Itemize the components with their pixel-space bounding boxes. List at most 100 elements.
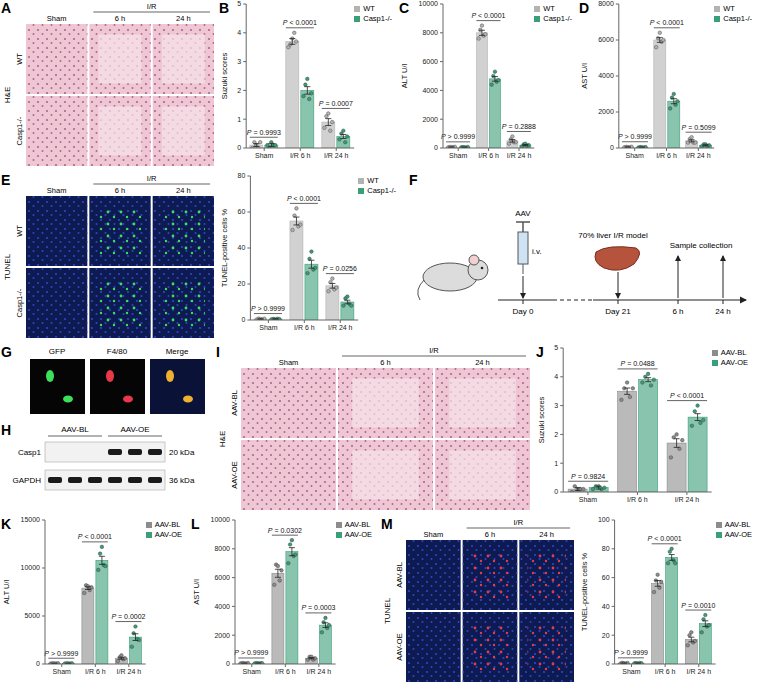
svg-text:1: 1 — [554, 460, 558, 467]
svg-text:40: 40 — [602, 603, 610, 610]
svg-text:I/R 24 h: I/R 24 h — [307, 668, 332, 675]
svg-text:AAV-BL: AAV-BL — [395, 562, 404, 588]
svg-text:Sham: Sham — [626, 152, 644, 159]
svg-text:GAPDH: GAPDH — [13, 476, 42, 485]
svg-text:Sham: Sham — [47, 186, 67, 195]
svg-text:AAV-OE: AAV-OE — [230, 461, 239, 488]
svg-text:15000: 15000 — [21, 516, 41, 523]
svg-text:0: 0 — [36, 660, 40, 667]
svg-text:4: 4 — [554, 373, 558, 380]
svg-text:P > 0.9999: P > 0.9999 — [251, 305, 285, 312]
svg-text:P = 0.0002: P = 0.0002 — [111, 613, 145, 620]
svg-text:Suzuki scores: Suzuki scores — [537, 396, 546, 443]
svg-text:24 h: 24 h — [176, 14, 191, 23]
svg-text:20: 20 — [238, 280, 246, 287]
svg-text:Sham: Sham — [255, 152, 273, 159]
svg-text:P < 0.0001: P < 0.0001 — [283, 19, 317, 26]
svg-text:I/R: I/R — [147, 2, 157, 11]
svg-text:I/R 24 h: I/R 24 h — [675, 496, 700, 503]
svg-text:I/R: I/R — [514, 518, 524, 527]
svg-text:20: 20 — [602, 632, 610, 639]
svg-text:I/R 6 h: I/R 6 h — [656, 152, 677, 159]
svg-text:P > 0.9999: P > 0.9999 — [618, 133, 652, 140]
svg-text:24 h: 24 h — [715, 307, 731, 316]
svg-text:80: 80 — [238, 172, 246, 179]
svg-text:P > 0.9999: P > 0.9999 — [234, 649, 268, 656]
svg-text:P = 0.0302: P = 0.0302 — [268, 527, 302, 534]
svg-text:I/R 6 h: I/R 6 h — [294, 324, 315, 331]
svg-text:F4/80: F4/80 — [107, 347, 128, 356]
svg-text:6000: 6000 — [598, 36, 614, 43]
svg-text:WT: WT — [15, 53, 24, 65]
svg-text:0: 0 — [610, 144, 614, 151]
svg-text:H&E: H&E — [3, 87, 12, 103]
svg-text:TUNEL: TUNEL — [383, 597, 392, 624]
svg-text:Sham: Sham — [579, 496, 597, 503]
svg-text:5000: 5000 — [24, 612, 40, 619]
svg-text:Sham: Sham — [259, 324, 277, 331]
svg-text:I/R 6 h: I/R 6 h — [290, 152, 311, 159]
svg-text:P > 0.9999: P > 0.9999 — [441, 133, 475, 140]
svg-text:P = 0.2888: P = 0.2888 — [502, 123, 536, 130]
svg-text:3: 3 — [554, 402, 558, 409]
svg-text:4000: 4000 — [422, 87, 438, 94]
svg-text:I/R 24 h: I/R 24 h — [324, 152, 349, 159]
svg-text:P = 0.0010: P = 0.0010 — [681, 602, 715, 609]
svg-text:20 kDa: 20 kDa — [169, 448, 195, 457]
svg-text:P < 0.0001: P < 0.0001 — [650, 19, 684, 26]
svg-text:P < 0.0001: P < 0.0001 — [670, 392, 704, 399]
svg-text:0: 0 — [434, 144, 438, 151]
svg-text:Sham: Sham — [243, 668, 261, 675]
svg-text:I/R 6 h: I/R 6 h — [627, 496, 648, 503]
svg-text:I/R 24 h: I/R 24 h — [328, 324, 353, 331]
svg-text:2: 2 — [237, 87, 241, 94]
svg-text:0: 0 — [237, 144, 241, 151]
svg-text:2: 2 — [554, 431, 558, 438]
svg-text:4000: 4000 — [598, 72, 614, 79]
svg-text:AAV: AAV — [515, 209, 531, 218]
svg-text:6 h: 6 h — [115, 186, 125, 195]
svg-text:5: 5 — [237, 0, 241, 7]
svg-text:8000: 8000 — [422, 29, 438, 36]
svg-text:P > 0.9999: P > 0.9999 — [614, 649, 648, 656]
svg-text:AST U/l: AST U/l — [580, 63, 589, 89]
svg-text:8000: 8000 — [598, 0, 614, 7]
svg-text:I/R: I/R — [429, 346, 439, 355]
svg-text:2000: 2000 — [214, 632, 230, 639]
svg-text:60: 60 — [602, 574, 610, 581]
svg-text:TUNEL: TUNEL — [3, 253, 12, 280]
svg-text:100: 100 — [598, 516, 610, 523]
svg-text:AAV-OE: AAV-OE — [395, 633, 404, 660]
svg-text:AST U/l: AST U/l — [192, 579, 201, 605]
svg-text:GFP: GFP — [49, 347, 65, 356]
svg-text:40: 40 — [238, 244, 246, 251]
svg-text:6 h: 6 h — [115, 14, 125, 23]
svg-text:80: 80 — [602, 545, 610, 552]
svg-text:2000: 2000 — [598, 108, 614, 115]
svg-text:Sham: Sham — [449, 152, 467, 159]
svg-text:24 h: 24 h — [539, 530, 554, 539]
svg-text:Day 0: Day 0 — [513, 307, 534, 316]
svg-text:I/R: I/R — [147, 174, 157, 183]
svg-text:5: 5 — [554, 344, 558, 351]
svg-text:I/R 6 h: I/R 6 h — [85, 668, 106, 675]
svg-text:6 h: 6 h — [380, 358, 390, 367]
svg-text:I/R 6 h: I/R 6 h — [478, 152, 499, 159]
svg-text:0: 0 — [226, 660, 230, 667]
svg-text:Sham: Sham — [53, 668, 71, 675]
svg-text:TUNEL-positive cells %: TUNEL-positive cells % — [220, 208, 229, 287]
svg-text:6000: 6000 — [214, 574, 230, 581]
svg-text:ALT U/l: ALT U/l — [400, 64, 409, 89]
svg-text:i.v.: i.v. — [532, 247, 542, 256]
svg-text:P < 0.0001: P < 0.0001 — [287, 195, 321, 202]
svg-text:36 kDa: 36 kDa — [169, 476, 195, 485]
svg-text:2000: 2000 — [422, 116, 438, 123]
svg-text:Sham: Sham — [622, 668, 640, 675]
svg-text:H&E: H&E — [218, 431, 227, 447]
svg-text:AAV-BL: AAV-BL — [61, 425, 89, 434]
svg-text:60: 60 — [238, 208, 246, 215]
svg-text:0: 0 — [554, 488, 558, 495]
svg-text:AAV-BL: AAV-BL — [230, 390, 239, 416]
svg-text:P < 0.0001: P < 0.0001 — [648, 535, 682, 542]
svg-text:P < 0.0001: P < 0.0001 — [471, 12, 505, 19]
